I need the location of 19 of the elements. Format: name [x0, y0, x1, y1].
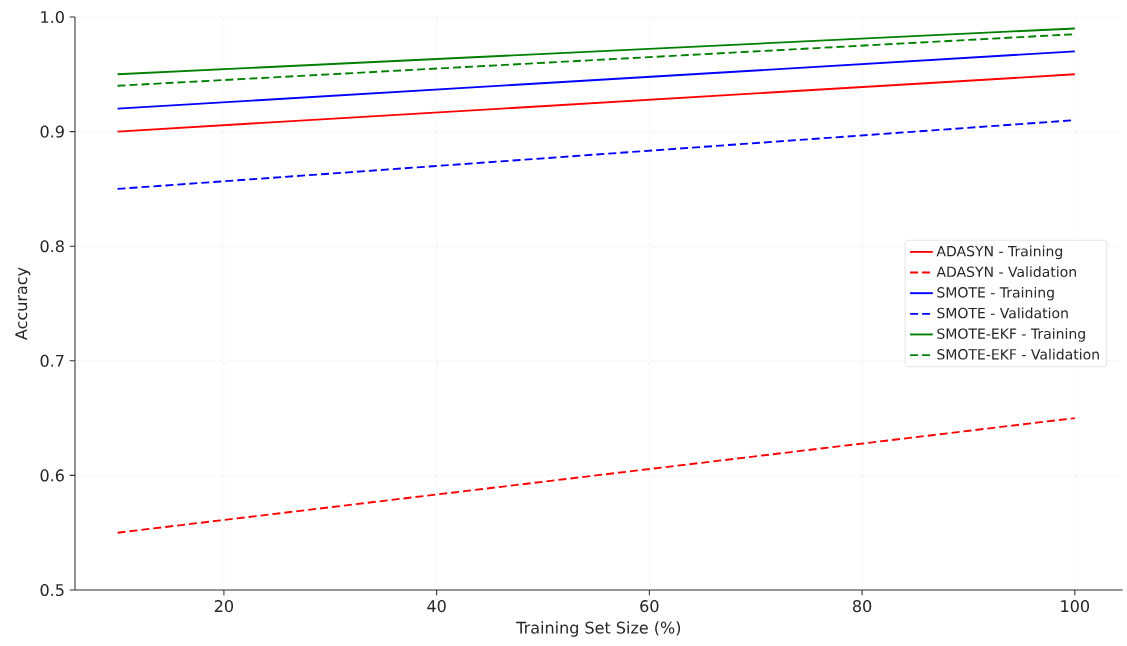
- y-tick-label: 0.7: [40, 354, 64, 367]
- x-tick-label: 20: [214, 600, 234, 613]
- x-tick-label: 60: [640, 600, 659, 613]
- legend-label: SMOTE-EKF - Validation: [937, 348, 1099, 360]
- legend-label: ADASYN - Training: [936, 245, 1062, 260]
- x-tick-label: 100: [1061, 600, 1090, 613]
- y-tick-label: 0.5: [40, 583, 64, 597]
- legend-label: ADASYN - Validation: [936, 266, 1076, 278]
- legend-label: SMOTE - Training: [937, 286, 1054, 301]
- y-tick-label: 0.9: [40, 125, 64, 138]
- x-tick-label: 80: [853, 600, 872, 613]
- legend-label: SMOTE-EKF - Training: [937, 328, 1085, 342]
- legend-label: SMOTE - Validation: [937, 307, 1068, 319]
- y-tick-label: 0.8: [40, 240, 64, 253]
- y-tick-label: 1.0: [41, 10, 64, 24]
- x-axis-title: Training Set Size (%): [516, 621, 681, 637]
- x-tick-label: 40: [427, 600, 446, 613]
- y-axis-title: Accuracy: [15, 267, 31, 340]
- y-tick-label: 0.6: [40, 469, 64, 482]
